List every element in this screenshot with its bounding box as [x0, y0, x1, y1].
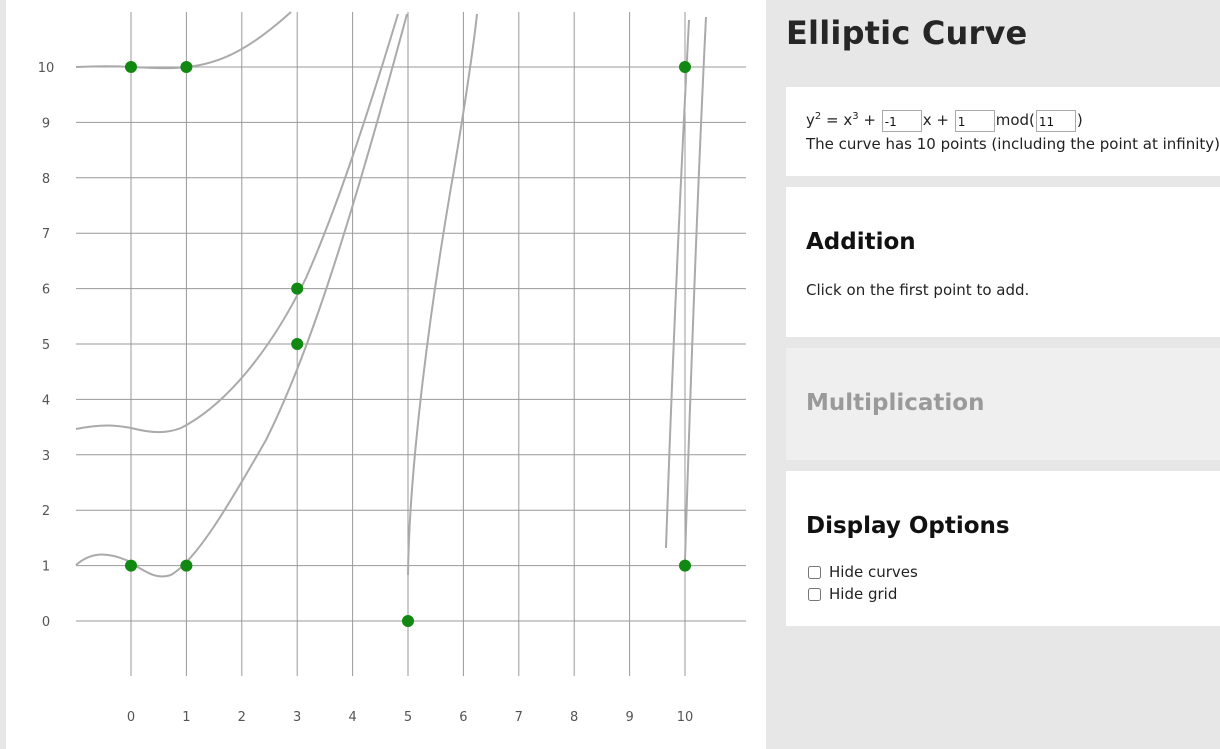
app-title: Elliptic Curve [786, 14, 1028, 52]
x-tick-label: 1 [182, 710, 190, 725]
addition-hint: Click on the first point to add. [806, 281, 1030, 299]
grid [76, 12, 746, 676]
y-tick-label: 6 [42, 283, 50, 298]
equation-mod-close: ) [1076, 111, 1083, 129]
axis-tick-labels: 0 1 2 3 4 5 6 7 8 9 10 0 1 2 3 4 5 6 7 8 9 10 [38, 61, 694, 725]
display-options-card: Display Options Hide curves Hide grid [786, 471, 1220, 626]
curve-point[interactable] [291, 282, 304, 295]
x-tick-label: 0 [127, 710, 135, 725]
curve-points[interactable] [125, 61, 691, 627]
multiplication-card[interactable]: Multiplication [786, 348, 1220, 460]
equation-x-plus: x + [922, 111, 954, 129]
equation-x-exponent: 3 [852, 111, 859, 122]
hide-curves-option[interactable]: Hide curves [808, 563, 918, 581]
left-edge-strip [0, 0, 6, 749]
curve-branch-right-b [684, 16, 707, 561]
y-tick-label: 0 [42, 615, 50, 630]
y-tick-label: 4 [42, 393, 50, 408]
y-tick-label: 7 [42, 227, 50, 242]
x-tick-label: 6 [459, 710, 467, 725]
x-tick-label: 10 [677, 710, 694, 725]
curve-branch-middle [75, 13, 399, 434]
curve-point[interactable] [291, 338, 304, 350]
modulus-input[interactable] [1035, 109, 1076, 132]
x-tick-label: 8 [570, 710, 578, 725]
x-tick-label: 7 [515, 710, 523, 725]
curve-branch-lower-left [75, 13, 408, 578]
y-tick-label: 5 [42, 338, 50, 353]
curve-plot[interactable]: 0 1 2 3 4 5 6 7 8 9 10 0 1 2 3 4 5 6 7 8 9 10 [6, 0, 766, 749]
equation-plus: + [858, 111, 881, 129]
curve-point[interactable] [125, 61, 137, 73]
curve-branch-steep-center [407, 13, 478, 576]
display-options-title: Display Options [806, 513, 1010, 539]
hide-grid-checkbox[interactable] [808, 587, 821, 601]
equation-card: y2 = x3 + x + mod() The curve has 10 poi… [786, 87, 1220, 176]
y-tick-label: 8 [42, 172, 50, 187]
real-curve-branches [75, 11, 707, 578]
y-tick-label: 1 [42, 560, 50, 575]
curve-point[interactable] [180, 61, 193, 73]
hide-grid-label: Hide grid [829, 585, 898, 603]
multiplication-title: Multiplication [806, 390, 985, 416]
y-tick-label: 2 [42, 504, 50, 519]
curve-point[interactable] [125, 559, 137, 572]
curve-point[interactable] [679, 61, 691, 73]
sidebar: Elliptic Curve y2 = x3 + x + mod() The c… [766, 0, 1220, 749]
hide-curves-label: Hide curves [829, 563, 918, 581]
curve-branch-upper-left [75, 11, 292, 70]
equation-mod-open: mod( [995, 111, 1035, 129]
hide-curves-checkbox[interactable] [808, 565, 821, 579]
y-tick-label: 3 [42, 449, 50, 464]
curve-branch-right-a [665, 19, 690, 549]
coefficient-a-input[interactable] [881, 109, 922, 132]
curve-point-count: The curve has 10 points (including the p… [806, 135, 1220, 153]
equation-lhs: y [806, 111, 815, 129]
curve-point[interactable] [679, 559, 691, 572]
curve-point[interactable] [402, 615, 414, 627]
curve-plot-panel[interactable]: 0 1 2 3 4 5 6 7 8 9 10 0 1 2 3 4 5 6 7 8 9 10 [6, 0, 766, 749]
x-tick-label: 5 [404, 710, 412, 725]
x-tick-label: 3 [293, 710, 301, 725]
y-tick-label: 9 [42, 116, 50, 131]
hide-grid-option[interactable]: Hide grid [808, 585, 897, 603]
addition-card: Addition Click on the first point to add… [786, 187, 1220, 337]
x-tick-label: 9 [625, 710, 633, 725]
y-tick-label: 10 [38, 61, 55, 76]
equation-lhs-exponent: 2 [814, 111, 822, 122]
x-tick-label: 2 [238, 710, 246, 725]
equation: y2 = x3 + x + mod() [806, 107, 1083, 133]
addition-title: Addition [806, 229, 916, 255]
curve-point[interactable] [180, 559, 193, 572]
coefficient-b-input[interactable] [954, 109, 995, 132]
x-tick-label: 4 [348, 710, 356, 725]
equation-equals: = x [821, 111, 853, 129]
